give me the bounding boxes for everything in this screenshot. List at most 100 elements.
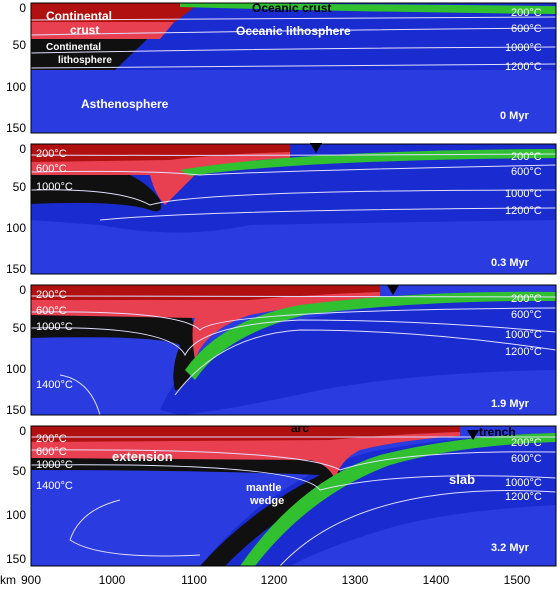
isotherm-label-1000: 1000°C (505, 477, 542, 489)
y-tick-label: 0 (19, 283, 26, 297)
panel-frame (30, 143, 557, 275)
isotherm-label-1000: 1000°C (505, 188, 542, 200)
x-axis-unit-label: km (0, 573, 16, 587)
label-extension: extension (112, 449, 173, 464)
x-tick-label: 1100 (181, 573, 207, 587)
label-oceanic-crust: Oceanic crust (252, 1, 331, 15)
y-tick-label: 100 (6, 80, 26, 94)
isotherm-label-200: 200°C (511, 7, 542, 19)
isotherm-label-1400: 1400°C (36, 480, 73, 492)
label-continental-lithosphere-line2: lithosphere (58, 55, 112, 66)
label-mantle-wedge-line2: wedge (249, 495, 284, 507)
panel-0-myr: Continental crust Oceanic crust Oceanic … (30, 1, 557, 134)
isotherm-line (30, 464, 557, 491)
y-tick-label: 50 (13, 38, 27, 52)
label-slab: slab (449, 472, 475, 487)
panel-frame (30, 284, 557, 416)
continental-lithosphere-region (31, 170, 162, 212)
isotherm-label-600: 600°C (511, 166, 542, 178)
x-tick-label: 1300 (342, 573, 369, 587)
y-axis-panel-2: 0 50 100 150 (6, 142, 26, 276)
label-mantle-wedge-line1: mantle (246, 482, 281, 494)
y-tick-label: 0 (19, 424, 26, 438)
isotherm-line (30, 307, 557, 331)
x-tick-label: 1000 (99, 573, 126, 587)
y-axis-panel-3: 0 50 100 150 (6, 283, 26, 417)
y-tick-label: 150 (6, 121, 26, 135)
isotherm-label-200: 200°C (511, 437, 542, 449)
panel-frame (30, 2, 557, 134)
isotherm-label-600: 600°C (36, 163, 67, 175)
y-tick-label: 150 (6, 262, 26, 276)
oceanic-crust-layer (185, 291, 556, 380)
panel-frame (30, 425, 557, 567)
isotherm-line (30, 319, 557, 357)
isotherm-label-200: 200°C (36, 289, 67, 301)
isotherm-line (30, 153, 557, 156)
isotherm-line (174, 329, 557, 396)
x-tick-label: 900 (21, 573, 41, 587)
time-label: 1.9 Myr (491, 398, 530, 410)
x-tick-label: 1500 (504, 573, 531, 587)
isotherm-label-1000: 1000°C (505, 42, 542, 54)
label-continental-crust-line2: crust (70, 23, 99, 37)
x-tick-label: 1400 (423, 573, 450, 587)
continental-lithosphere-region (31, 455, 340, 566)
isotherm-label-1000: 1000°C (505, 329, 542, 341)
continental-crust-lower-region (31, 285, 380, 360)
isotherm-label-1000: 1000°C (36, 181, 73, 193)
isotherm-line (30, 436, 557, 438)
isotherm-label-600: 600°C (511, 23, 542, 35)
panel-1-9-myr: 200°C 600°C 1000°C 1400°C 200°C 600°C 10… (30, 284, 557, 416)
trench-marker-triangle (310, 143, 322, 153)
time-label: 0 Myr (500, 110, 529, 122)
panel-3-2-myr: arc trench extension mantle wedge slab 2… (30, 421, 557, 567)
continental-crust-upper-region (31, 144, 290, 162)
label-continental-crust-line1: Continental (46, 9, 112, 23)
isotherm-line (30, 16, 557, 21)
slab-lithosphere-region (200, 435, 556, 566)
isotherm-label-600: 600°C (36, 446, 67, 458)
label-trench: trench (479, 425, 516, 439)
isotherm-label-1000: 1000°C (36, 459, 73, 471)
continental-crust-upper-region (31, 3, 200, 22)
isotherm-label-1200: 1200°C (505, 205, 542, 217)
y-tick-label: 50 (13, 464, 27, 478)
oceanic-crust-layer (180, 149, 556, 176)
isotherm-label-600: 600°C (511, 453, 542, 465)
y-tick-label: 50 (13, 180, 27, 194)
isotherm-label-600: 600°C (36, 305, 67, 317)
label-arc: arc (291, 421, 309, 435)
isotherm-line (30, 164, 557, 176)
time-label: 0.3 Myr (491, 257, 530, 269)
y-tick-label: 0 (19, 1, 26, 15)
isotherm-line (30, 46, 557, 54)
y-tick-label: 150 (6, 552, 26, 566)
isotherm-label-200: 200°C (36, 433, 67, 445)
isotherm-line (30, 295, 557, 298)
y-tick-label: 50 (13, 321, 27, 335)
y-axis-panel-1: 0 50 100 150 (6, 1, 26, 135)
isotherm-line (30, 63, 557, 69)
y-tick-label: 100 (6, 221, 26, 235)
isotherm-label-200: 200°C (36, 148, 67, 160)
isotherm-label-1400: 1400°C (36, 379, 73, 391)
label-continental-lithosphere-line1: Continental (46, 42, 101, 53)
y-tick-label: 100 (6, 362, 26, 376)
trench-marker-triangle (387, 285, 399, 295)
isotherm-line (69, 499, 201, 557)
y-tick-label: 100 (6, 508, 26, 522)
x-axis: km 900 1000 1100 1200 1300 1400 1500 (0, 573, 531, 587)
isotherm-label-200: 200°C (511, 151, 542, 163)
isotherm-line (99, 207, 557, 221)
isotherm-line (279, 490, 557, 567)
y-tick-label: 0 (19, 142, 26, 156)
trench-marker-triangle (467, 430, 479, 440)
isotherm-label-1200: 1200°C (505, 61, 542, 73)
isotherm-label-600: 600°C (511, 309, 542, 321)
time-label: 3.2 Myr (491, 542, 530, 554)
isotherm-label-1200: 1200°C (505, 491, 542, 503)
isotherm-label-200: 200°C (511, 293, 542, 305)
isotherm-label-1000: 1000°C (36, 321, 73, 333)
label-asthenosphere: Asthenosphere (81, 97, 169, 111)
